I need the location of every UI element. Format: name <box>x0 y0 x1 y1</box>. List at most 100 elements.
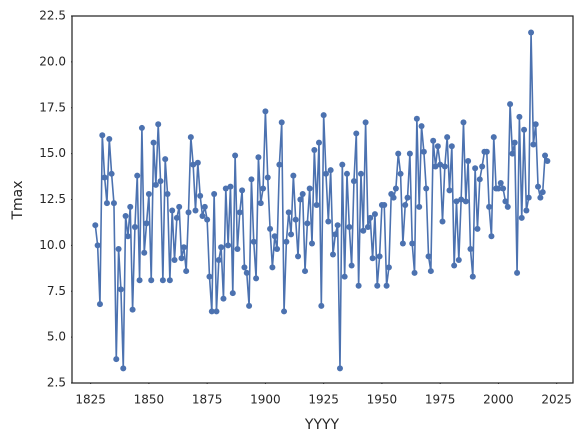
point <box>115 246 122 253</box>
point <box>143 220 150 227</box>
point <box>173 214 180 221</box>
point <box>285 209 292 216</box>
point <box>383 282 390 289</box>
point <box>341 273 348 280</box>
point <box>190 161 197 168</box>
point <box>311 146 318 153</box>
point <box>367 214 374 221</box>
point <box>325 218 332 225</box>
point <box>362 119 369 126</box>
point <box>483 148 490 155</box>
y-tick-label: 5.0 <box>47 330 66 344</box>
point <box>281 308 288 315</box>
point <box>124 233 131 240</box>
point <box>92 222 99 229</box>
point <box>364 224 371 231</box>
x-tick-label: 1850 <box>134 393 165 407</box>
point <box>544 157 551 164</box>
point <box>194 159 201 166</box>
point <box>208 308 215 315</box>
point <box>437 161 444 168</box>
x-tick-label: 1925 <box>308 393 339 407</box>
point <box>427 268 434 275</box>
point <box>416 203 423 210</box>
point <box>504 203 511 210</box>
point <box>420 148 427 155</box>
point <box>458 196 465 203</box>
point <box>229 290 236 297</box>
point <box>99 132 106 139</box>
point <box>511 139 518 146</box>
y-tick-label: 15.0 <box>39 146 66 160</box>
point <box>220 295 227 302</box>
point <box>334 222 341 229</box>
point <box>371 211 378 218</box>
point <box>290 172 297 179</box>
point <box>131 224 138 231</box>
point <box>262 108 269 115</box>
point <box>103 200 110 207</box>
point <box>413 115 420 122</box>
point <box>192 207 199 214</box>
point <box>136 277 143 284</box>
point <box>479 163 486 170</box>
point <box>518 214 525 221</box>
point <box>248 176 255 183</box>
point <box>157 178 164 185</box>
point <box>399 240 406 247</box>
point <box>369 255 376 262</box>
point <box>257 200 264 207</box>
point <box>197 192 204 199</box>
point <box>274 246 281 253</box>
point <box>521 126 528 133</box>
y-tick-label: 10.0 <box>39 238 66 252</box>
point <box>201 203 208 210</box>
point <box>418 123 425 130</box>
point <box>374 282 381 289</box>
point <box>455 257 462 264</box>
point <box>402 202 409 209</box>
point <box>476 176 483 183</box>
point <box>152 181 159 188</box>
point <box>444 134 451 141</box>
point <box>313 202 320 209</box>
point <box>166 277 173 284</box>
point <box>462 198 469 205</box>
point <box>490 134 497 141</box>
point <box>120 365 127 372</box>
point <box>507 101 514 108</box>
point <box>502 198 509 205</box>
line <box>94 31 549 370</box>
point <box>530 141 537 148</box>
point <box>397 170 404 177</box>
x-tick-label: 2025 <box>541 393 572 407</box>
point <box>150 139 157 146</box>
point <box>376 253 383 260</box>
point <box>385 264 392 271</box>
point <box>106 135 113 142</box>
point <box>292 216 299 223</box>
point <box>467 246 474 253</box>
point <box>460 119 467 126</box>
point <box>183 268 190 275</box>
point <box>316 139 323 146</box>
point <box>322 170 329 177</box>
point <box>306 185 313 192</box>
x-tick-label: 1950 <box>367 393 398 407</box>
point <box>213 308 220 315</box>
point <box>404 194 411 201</box>
y-tick-label: 22.5 <box>39 9 66 23</box>
point <box>535 183 542 190</box>
point <box>204 216 211 223</box>
point <box>180 244 187 251</box>
point <box>145 190 152 197</box>
point <box>357 170 364 177</box>
point <box>409 240 416 247</box>
point <box>465 157 472 164</box>
point <box>269 264 276 271</box>
point <box>495 185 502 192</box>
point <box>176 203 183 210</box>
point <box>430 137 437 144</box>
point <box>169 207 176 214</box>
point <box>348 262 355 269</box>
